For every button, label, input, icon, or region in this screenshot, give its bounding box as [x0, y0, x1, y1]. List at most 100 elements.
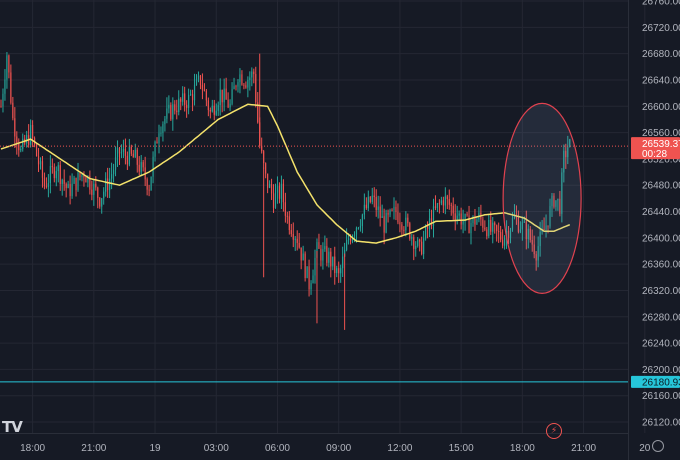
candle-body	[492, 222, 494, 232]
candle-body	[553, 195, 555, 207]
candle-body	[71, 183, 73, 197]
y-tick-label: 26720.00	[642, 23, 680, 34]
candle-body	[268, 184, 271, 188]
candle-body	[367, 196, 369, 209]
candle-body	[85, 177, 87, 183]
candle-body	[476, 219, 478, 225]
candle-body	[160, 132, 162, 134]
x-tick-label: 20	[639, 443, 651, 454]
candle-body	[124, 148, 127, 156]
candle-body	[462, 220, 464, 225]
candle-body	[411, 237, 413, 239]
candle-body	[302, 253, 304, 261]
candle-body	[507, 230, 510, 238]
candle-body	[527, 228, 529, 240]
candle-body	[241, 74, 243, 85]
candle-body	[79, 172, 81, 178]
candle-body	[365, 204, 367, 209]
candle-body	[432, 206, 435, 227]
candle-body	[43, 177, 46, 187]
candle-body	[438, 203, 441, 205]
candle-body	[347, 238, 350, 241]
candle-body	[419, 239, 421, 242]
candle-body	[547, 225, 549, 227]
candle-body	[342, 256, 344, 269]
candle-body	[47, 183, 49, 188]
candle-body	[424, 226, 427, 239]
candle-body	[326, 246, 328, 263]
candle-body	[535, 254, 537, 261]
candle-body	[403, 229, 405, 231]
candle-body	[417, 239, 419, 246]
candle-body	[203, 89, 206, 91]
candle-body	[401, 224, 403, 230]
candle-body	[211, 105, 213, 112]
candle-body	[37, 156, 40, 165]
y-tick-label: 26560.00	[642, 128, 680, 139]
candle-body	[209, 110, 211, 112]
candle-body	[93, 183, 95, 195]
candle-body	[363, 204, 365, 215]
tradingview-logo[interactable]: TV	[2, 418, 23, 436]
candle-body	[569, 139, 571, 148]
candle-body	[69, 183, 71, 197]
candle-body	[255, 74, 257, 103]
candle-body	[184, 93, 186, 105]
x-tick-label: 09:00	[326, 443, 351, 454]
candle-body	[26, 135, 28, 144]
candle-body	[59, 165, 61, 184]
candle-body	[472, 216, 474, 224]
candle-body	[286, 215, 288, 217]
candle-body	[442, 200, 444, 206]
candle-body	[460, 213, 462, 225]
candle-body	[6, 55, 8, 80]
candle-body	[511, 218, 514, 230]
candle-body	[87, 176, 89, 183]
x-tick-label: 18:00	[20, 443, 45, 454]
last-price-label: 26539.37	[642, 139, 680, 150]
candle-body	[223, 88, 225, 103]
candle-body	[294, 238, 296, 240]
candle-body	[567, 147, 569, 158]
candle-body	[253, 71, 255, 75]
candle-body	[245, 85, 247, 88]
candle-body	[126, 155, 128, 165]
candle-body	[280, 183, 283, 199]
candle-body	[243, 84, 245, 86]
y-tick-label: 26200.00	[642, 365, 680, 376]
candle-body	[389, 209, 391, 215]
candle-body	[134, 149, 136, 158]
candle-body	[351, 236, 354, 242]
lightning-icon[interactable]: ⚡	[546, 423, 562, 439]
candle-body	[458, 213, 460, 216]
candle-body	[122, 148, 125, 153]
candle-body	[51, 166, 53, 168]
candle-body	[172, 104, 174, 120]
candle-body	[503, 237, 506, 246]
last-price-badge	[631, 137, 680, 160]
candle-body	[110, 174, 113, 179]
x-tick-label: 21:00	[571, 443, 596, 454]
candle-body	[338, 268, 340, 274]
candle-body	[496, 225, 498, 232]
hline-label: 26180.93	[642, 377, 680, 388]
y-tick-label: 26480.00	[642, 181, 680, 192]
candle-body	[81, 174, 83, 178]
candle-body	[470, 223, 472, 234]
settings-icon[interactable]	[652, 440, 664, 452]
candle-body	[464, 213, 466, 221]
candle-body	[387, 212, 389, 215]
candle-body	[498, 231, 500, 233]
candle-body	[519, 229, 521, 232]
candle-body	[278, 185, 281, 199]
candle-body	[35, 144, 38, 157]
x-tick-label: 12:00	[387, 443, 412, 454]
candle-body	[49, 166, 51, 184]
candle-body	[555, 200, 557, 207]
candle-body	[89, 176, 91, 190]
candle-body	[521, 222, 523, 230]
candle-body	[395, 206, 397, 213]
candle-body	[523, 221, 525, 223]
candle-body	[132, 153, 134, 158]
